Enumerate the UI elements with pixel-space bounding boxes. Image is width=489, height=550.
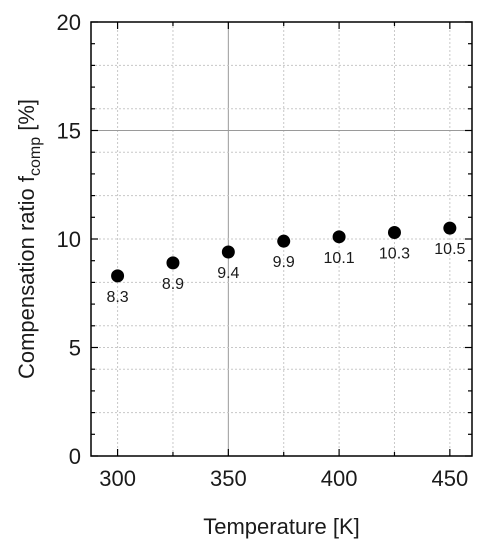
y-axis-title-prefix: Compensation ratio f — [14, 175, 39, 379]
y-tick-label: 5 — [69, 336, 81, 361]
y-tick-label: 15 — [57, 119, 81, 144]
tick-labels: 300 350 400 450 0 5 10 15 20 — [57, 10, 469, 491]
x-tick-label: 450 — [431, 466, 468, 491]
data-label: 9.9 — [273, 254, 295, 271]
y-tick-label: 10 — [57, 227, 81, 252]
data-point — [387, 225, 401, 239]
x-tick-label: 350 — [210, 466, 247, 491]
data-point — [332, 230, 346, 244]
data-point — [111, 269, 125, 283]
x-tick-label: 400 — [321, 466, 358, 491]
data-point — [443, 221, 457, 235]
x-tick-label: 300 — [99, 466, 136, 491]
data-label: 10.3 — [379, 245, 410, 262]
y-axis-title-suffix: [%] — [14, 99, 39, 137]
data-label: 8.3 — [106, 289, 128, 306]
data-point — [277, 234, 291, 248]
x-axis-title: Temperature [K] — [203, 514, 360, 539]
data-label: 9.4 — [217, 265, 239, 282]
y-axis-title: Compensation ratio fcomp [%] — [14, 99, 44, 379]
data-label: 8.9 — [162, 276, 184, 293]
data-label: 10.1 — [324, 250, 355, 267]
data-label: 10.5 — [434, 241, 465, 258]
data-point — [166, 256, 180, 270]
y-axis-title-subscript: comp — [27, 137, 44, 176]
data-points — [111, 221, 457, 283]
data-labels: 8.3 8.9 9.4 9.9 10.1 10.3 10.5 — [106, 241, 465, 306]
y-tick-label: 0 — [69, 444, 81, 469]
ticks — [91, 21, 472, 457]
data-point — [221, 245, 235, 259]
y-tick-label: 20 — [57, 10, 81, 35]
